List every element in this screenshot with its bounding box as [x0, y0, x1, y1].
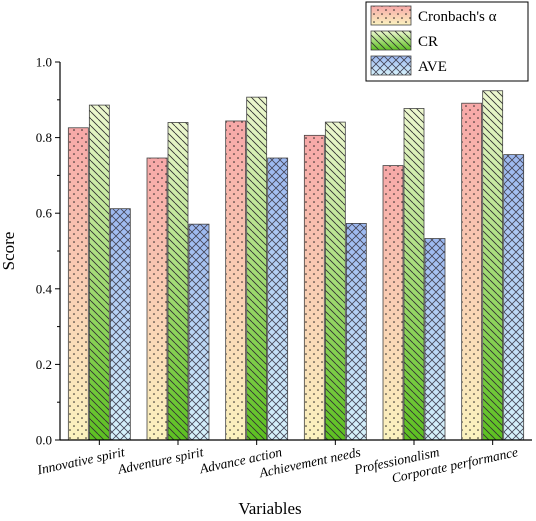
bars-layer	[67, 90, 525, 441]
bar-texture-adventure-spirit-series-0	[146, 157, 168, 441]
bar-texture-advance-action-series-2	[267, 157, 289, 441]
legend-label: CR	[418, 34, 438, 50]
bar-texture-professionalism-series-1	[403, 108, 425, 441]
legend-label: Cronbach's α	[418, 9, 497, 25]
y-tick-label: 0.8	[36, 130, 52, 145]
legend: Cronbach's α CR AVE	[365, 1, 529, 82]
y-tick-label: 1.0	[36, 55, 52, 70]
x-tick-label: Innovative spirit	[35, 444, 127, 478]
y-axis-title: Score	[0, 232, 18, 271]
bar-texture-corporate-performance-series-1	[482, 90, 504, 441]
legend-swatch-texture	[370, 30, 412, 51]
bar-texture-achievement-needs-series-1	[324, 121, 346, 441]
bar-texture-innovative-spirit-series-0	[67, 127, 89, 441]
y-tick-label: 0.4	[36, 281, 53, 296]
bar-texture-professionalism-series-2	[424, 238, 446, 441]
y-tick-label: 0.6	[36, 206, 53, 221]
legend-label: AVE	[418, 59, 447, 75]
bar-texture-corporate-performance-series-2	[503, 154, 525, 441]
bar-texture-achievement-needs-series-0	[303, 134, 325, 441]
bar-texture-adventure-spirit-series-1	[167, 122, 189, 441]
bar-texture-advance-action-series-0	[225, 120, 247, 441]
bar-texture-advance-action-series-1	[246, 96, 268, 441]
y-tick-label: 0.2	[36, 357, 52, 372]
bar-texture-achievement-needs-series-2	[345, 223, 367, 441]
bar-texture-professionalism-series-0	[382, 165, 404, 441]
bar-texture-adventure-spirit-series-2	[188, 223, 210, 441]
bar-texture-innovative-spirit-series-2	[109, 208, 131, 441]
legend-swatch-texture	[370, 5, 412, 26]
y-tick-label: 0.0	[36, 433, 52, 448]
bar-texture-corporate-performance-series-0	[461, 102, 483, 441]
x-tick-label: Adventure spirit	[116, 444, 206, 477]
x-axis-title: Variables	[238, 499, 301, 518]
bar-texture-innovative-spirit-series-1	[88, 104, 110, 441]
legend-swatch-texture	[370, 55, 412, 76]
